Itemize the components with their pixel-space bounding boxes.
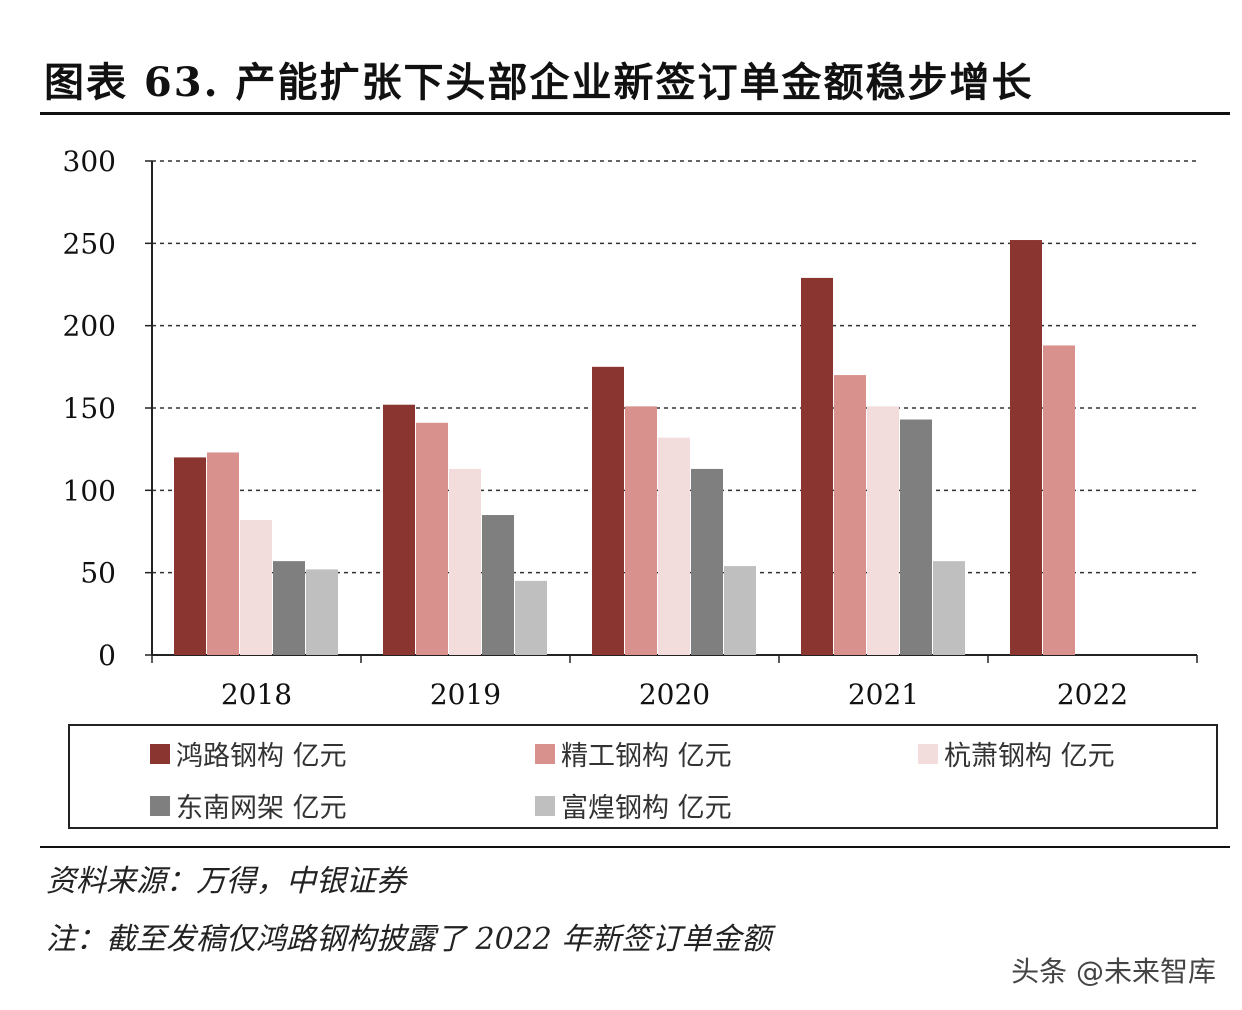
bar-2020-1: [625, 406, 657, 655]
footer-divider: [40, 846, 1230, 848]
legend-swatch: [918, 743, 938, 764]
bar-2022-1: [1043, 345, 1075, 655]
legend-item: 杭萧钢构 亿元: [918, 734, 1115, 773]
legend-item: 精工钢构 亿元: [535, 734, 732, 773]
bar-2018-4: [306, 569, 338, 655]
bar-2018-2: [240, 519, 272, 655]
x-tick-label: 2022: [1057, 678, 1128, 711]
bar-2021-4: [933, 561, 965, 655]
bar-2018-0: [174, 457, 206, 655]
legend-label: 鸿路钢构 亿元: [176, 741, 347, 772]
y-tick-label: 0: [98, 639, 116, 672]
bar-2020-2: [658, 437, 690, 655]
bar-2018-1: [207, 452, 239, 655]
bar-2021-0: [801, 277, 833, 655]
y-tick-label: 300: [63, 145, 116, 178]
watermark: 头条 @未来智库: [1011, 955, 1216, 988]
bar-2019-1: [416, 422, 448, 655]
legend-item: 富煌钢构 亿元: [535, 786, 732, 825]
bar-2019-4: [515, 580, 547, 655]
bar-2019-3: [482, 515, 514, 655]
x-tick-label: 2021: [848, 678, 919, 711]
source-text: 资料来源：万得，中银证券: [46, 864, 406, 899]
legend-swatch: [535, 743, 555, 764]
bar-2020-3: [691, 468, 723, 655]
legend-label: 东南网架 亿元: [176, 793, 347, 824]
bar-2021-3: [900, 419, 932, 655]
legend-item: 鸿路钢构 亿元: [150, 734, 347, 773]
legend-swatch: [150, 743, 170, 764]
note-text: 注：截至发稿仅鸿路钢构披露了 2022 年新签订单金额: [46, 922, 772, 957]
legend-label: 富煌钢构 亿元: [561, 793, 732, 824]
bar-chart: 0 50 100 150 200 250 300 2018 2019 2020 2021 2022: [63, 145, 1198, 711]
y-tick-label: 50: [80, 557, 116, 590]
chart-title: 图表 63. 产能扩张下头部企业新签订单金额稳步增长: [44, 59, 1034, 106]
x-tick-label: 2018: [221, 678, 292, 711]
bar-2020-4: [724, 566, 756, 655]
y-tick-label: 100: [63, 474, 116, 507]
legend-swatch: [535, 795, 555, 816]
x-tick-label: 2020: [639, 678, 710, 711]
legend-item: 东南网架 亿元: [150, 786, 347, 825]
bar-2019-2: [449, 468, 481, 655]
x-tick-label: 2019: [430, 678, 501, 711]
title-divider: [40, 112, 1230, 115]
y-tick-label: 200: [63, 310, 116, 343]
bar-2020-0: [592, 366, 624, 655]
y-tick-label: 250: [63, 227, 116, 260]
bar-2019-0: [383, 404, 415, 655]
bar-2022-0: [1010, 240, 1042, 656]
legend: 鸿路钢构 亿元 精工钢构 亿元 杭萧钢构 亿元东南网架 亿元 富煌钢构 亿元: [68, 724, 1218, 829]
bar-2021-1: [834, 375, 866, 655]
legend-label: 杭萧钢构 亿元: [944, 741, 1115, 772]
legend-label: 精工钢构 亿元: [561, 741, 732, 772]
bar-2018-3: [273, 561, 305, 655]
y-tick-label: 150: [63, 392, 116, 425]
bar-2021-2: [867, 406, 899, 655]
legend-swatch: [150, 795, 170, 816]
